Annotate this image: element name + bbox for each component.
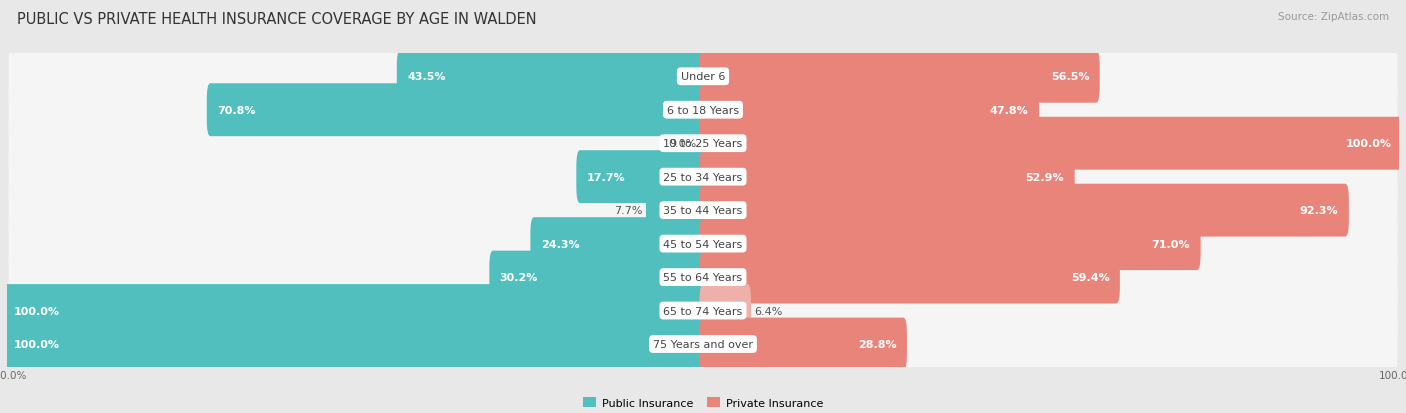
Text: 24.3%: 24.3% — [541, 239, 579, 249]
FancyBboxPatch shape — [700, 285, 751, 337]
Text: PUBLIC VS PRIVATE HEALTH INSURANCE COVERAGE BY AGE IN WALDEN: PUBLIC VS PRIVATE HEALTH INSURANCE COVER… — [17, 12, 537, 27]
Text: 92.3%: 92.3% — [1299, 206, 1339, 216]
FancyBboxPatch shape — [700, 218, 1201, 271]
FancyBboxPatch shape — [645, 184, 706, 237]
Text: Under 6: Under 6 — [681, 72, 725, 82]
FancyBboxPatch shape — [8, 220, 1398, 268]
Text: 56.5%: 56.5% — [1050, 72, 1090, 82]
Text: 55 to 64 Years: 55 to 64 Years — [664, 273, 742, 282]
FancyBboxPatch shape — [700, 151, 1074, 204]
FancyBboxPatch shape — [700, 51, 1099, 103]
Text: 75 Years and over: 75 Years and over — [652, 339, 754, 349]
Text: 100.0%: 100.0% — [1346, 139, 1392, 149]
Text: 28.8%: 28.8% — [858, 339, 897, 349]
Text: 100.0%: 100.0% — [14, 339, 60, 349]
Text: Source: ZipAtlas.com: Source: ZipAtlas.com — [1278, 12, 1389, 22]
Text: 59.4%: 59.4% — [1071, 273, 1109, 282]
Text: 7.7%: 7.7% — [614, 206, 643, 216]
FancyBboxPatch shape — [8, 253, 1398, 302]
Text: 25 to 34 Years: 25 to 34 Years — [664, 172, 742, 182]
Text: 35 to 44 Years: 35 to 44 Years — [664, 206, 742, 216]
FancyBboxPatch shape — [8, 53, 1398, 102]
Text: 52.9%: 52.9% — [1025, 172, 1064, 182]
FancyBboxPatch shape — [8, 320, 1398, 368]
Text: 70.8%: 70.8% — [217, 105, 256, 116]
Text: 100.0%: 100.0% — [14, 306, 60, 316]
Text: 65 to 74 Years: 65 to 74 Years — [664, 306, 742, 316]
FancyBboxPatch shape — [4, 318, 706, 370]
FancyBboxPatch shape — [8, 86, 1398, 135]
Text: 45 to 54 Years: 45 to 54 Years — [664, 239, 742, 249]
FancyBboxPatch shape — [700, 251, 1121, 304]
Text: 19 to 25 Years: 19 to 25 Years — [664, 139, 742, 149]
FancyBboxPatch shape — [489, 251, 706, 304]
FancyBboxPatch shape — [8, 153, 1398, 202]
FancyBboxPatch shape — [8, 119, 1398, 168]
Text: 71.0%: 71.0% — [1152, 239, 1191, 249]
FancyBboxPatch shape — [8, 186, 1398, 235]
Text: 30.2%: 30.2% — [499, 273, 538, 282]
FancyBboxPatch shape — [700, 318, 907, 370]
Text: 0.0%: 0.0% — [668, 139, 696, 149]
FancyBboxPatch shape — [4, 285, 706, 337]
FancyBboxPatch shape — [576, 151, 706, 204]
FancyBboxPatch shape — [700, 184, 1348, 237]
FancyBboxPatch shape — [530, 218, 706, 271]
FancyBboxPatch shape — [8, 287, 1398, 335]
Text: 6.4%: 6.4% — [755, 306, 783, 316]
FancyBboxPatch shape — [207, 84, 706, 137]
FancyBboxPatch shape — [700, 84, 1039, 137]
FancyBboxPatch shape — [700, 117, 1402, 170]
Text: 6 to 18 Years: 6 to 18 Years — [666, 105, 740, 116]
FancyBboxPatch shape — [396, 51, 706, 103]
Legend: Public Insurance, Private Insurance: Public Insurance, Private Insurance — [579, 393, 827, 412]
Text: 17.7%: 17.7% — [586, 172, 626, 182]
Text: 47.8%: 47.8% — [990, 105, 1029, 116]
Text: 43.5%: 43.5% — [408, 72, 446, 82]
